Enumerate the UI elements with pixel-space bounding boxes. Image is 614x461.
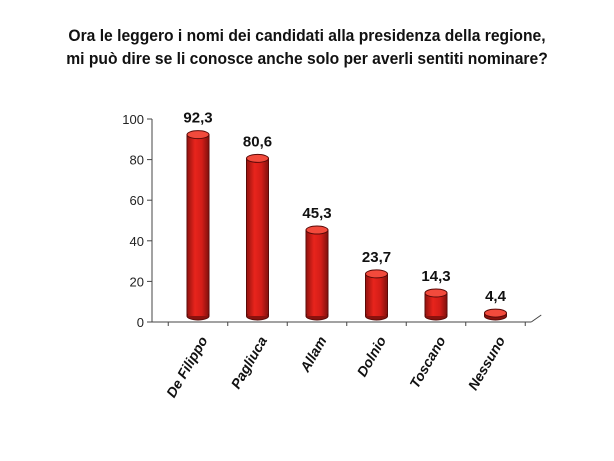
data-label: 92,3: [183, 110, 212, 127]
data-label: 80,6: [243, 133, 272, 150]
bar-dolnio: [365, 269, 388, 321]
data-label: 45,3: [302, 205, 331, 222]
y-tick-label: 60: [130, 193, 144, 208]
chart-title-line-1: Ora le leggero i nomi dei candidati alla…: [68, 26, 546, 45]
bar-top: [246, 153, 269, 163]
bar-top: [484, 308, 507, 318]
y-tick-label: 100: [122, 112, 144, 127]
y-tick-label: 0: [137, 315, 144, 330]
category-label: De Filippo: [163, 333, 211, 400]
bar-body-fill: [188, 134, 208, 316]
bars: [186, 130, 507, 321]
y-tick-label: 20: [130, 274, 144, 289]
labels: 92,3 80,6 45,3 23,7 14,3 4,4 De Filippo Pagliuc…: [163, 110, 508, 400]
x-axis-depth-line: [530, 314, 542, 323]
bar-body-fill: [247, 158, 268, 316]
data-label: 23,7: [362, 249, 391, 266]
bar-top: [186, 130, 210, 140]
category-label: Pagliuca: [227, 333, 270, 391]
bar-body-fill: [307, 230, 327, 316]
category-label: Allam: [296, 334, 329, 376]
y-tick-label: 80: [130, 153, 144, 168]
chart-title-line-2: mi può dire se li conosce anche solo per…: [66, 49, 548, 68]
axes: 0 20 40 60 80 100: [122, 112, 542, 330]
category-label: Nessuno: [465, 333, 509, 393]
chart-title: Ora le leggero i nomi dei candidati alla…: [25, 24, 590, 70]
bar-de-filippo: [186, 130, 210, 321]
bar-pagliuca: [246, 153, 269, 321]
data-label: 4,4: [485, 288, 507, 305]
bar-nessuno: [484, 308, 507, 321]
category-label: Dolnio: [353, 333, 389, 379]
y-tick-label: 40: [130, 234, 144, 249]
data-label: 14,3: [421, 268, 450, 285]
bar-toscano: [424, 288, 448, 321]
bar-top: [424, 288, 448, 298]
category-label: Toscano: [406, 333, 449, 391]
bar-body-fill: [426, 292, 446, 316]
bar-top: [365, 269, 388, 279]
bar-allam: [305, 225, 329, 321]
bar-body-fill: [366, 273, 387, 316]
bar-top: [305, 225, 329, 235]
